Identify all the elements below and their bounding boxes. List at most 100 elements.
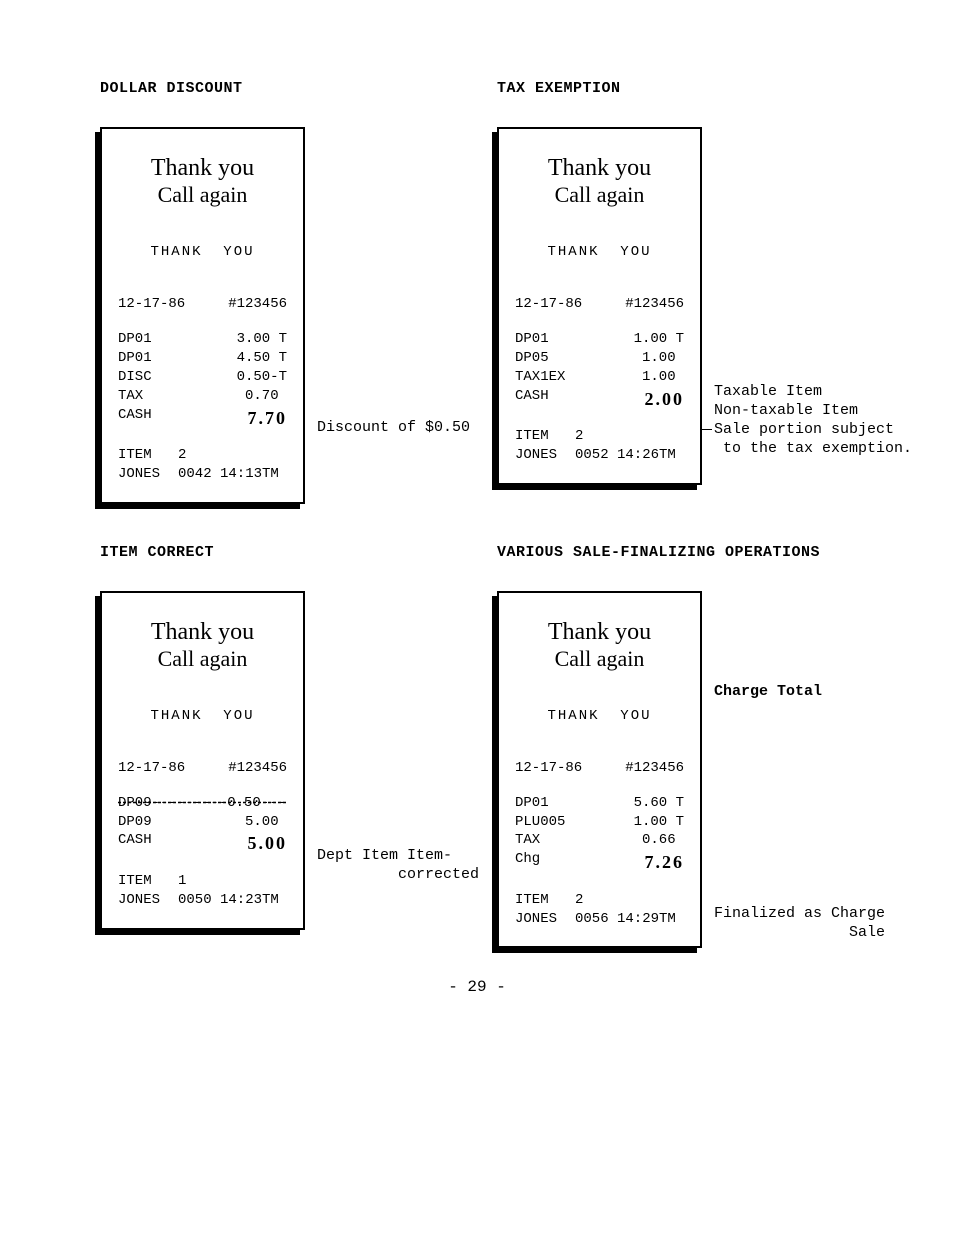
line-item-value: 0.50-T — [237, 368, 287, 387]
line-item-value: 5.00 — [248, 831, 288, 855]
receipt-footer: ITEM 2 JONES 0042 14:13TM — [118, 446, 287, 484]
line-item: TAX 0.70 — [118, 387, 287, 406]
line-item: DP095.00 — [118, 813, 287, 832]
line-item-label: CASH — [118, 831, 152, 855]
line-item-value: 7.70 — [248, 406, 288, 430]
footer-clerk-label: JONES — [515, 446, 575, 465]
annotation-line: to the tax exemption. — [714, 438, 912, 459]
line-item: TAX 0.66 — [515, 831, 684, 850]
receipt-date: 12-17-86 — [118, 296, 185, 312]
line-item: DISC 0.50-T — [118, 368, 287, 387]
annotation-line: Non-taxable Item — [714, 400, 858, 421]
line-item: Chg7.26 — [515, 850, 684, 874]
line-item-label: CASH — [515, 387, 549, 411]
cell-tax-exemption: TAX EXEMPTION Thank you Call again THANK… — [497, 80, 914, 504]
receipt-date: 12-17-86 — [118, 760, 185, 776]
footer-item-value: 2 — [575, 427, 583, 446]
annotation-line: Dept Item Item- — [317, 845, 452, 866]
line-item-label: DP09 — [118, 813, 152, 832]
receipt-wrap: Thank you Call again THANK YOU 12-17-86 … — [497, 127, 914, 485]
section-title-dollar-discount: DOLLAR DISCOUNT — [100, 80, 487, 97]
line-item-label: TAX1EX — [515, 368, 565, 387]
annotation-line: Taxable Item — [714, 381, 822, 402]
section-title-various-ops: VARIOUS SALE-FINALIZING OPERATIONS — [497, 544, 914, 561]
line-item-label: PLU005 — [515, 813, 565, 832]
thank-you-line: THANK YOU — [515, 708, 684, 724]
line-item-label: DP01 — [118, 330, 152, 349]
page-number: - 29 - — [100, 978, 854, 996]
receipt-dollar-discount: Thank you Call again THANK YOU 12-17-86 … — [100, 127, 305, 504]
line-item-value: 4.50 T — [237, 349, 287, 368]
line-item: CASH7.70 — [118, 406, 287, 430]
line-item: TAX1EX 1.00 — [515, 368, 684, 387]
annotation-line: Sale — [714, 922, 885, 943]
cell-item-correct: ITEM CORRECT Thank you Call again THANK … — [100, 544, 487, 949]
line-item: DP011.00 T — [515, 330, 684, 349]
annotation-line: corrected — [317, 864, 479, 885]
receipt-footer: ITEM 1 JONES 0050 14:23TM — [118, 872, 287, 910]
receipt-wrap: Thank you Call again THANK YOU 12-17-86 … — [100, 591, 487, 930]
thank-you-line: THANK YOU — [515, 244, 684, 260]
footer-clerk-label: JONES — [515, 910, 575, 929]
footer-clerk-value: 0052 14:26TM — [575, 446, 676, 465]
cell-dollar-discount: DOLLAR DISCOUNT Thank you Call again THA… — [100, 80, 487, 504]
receipt-wrap: Thank you Call again THANK YOU 12-17-86 … — [497, 591, 914, 949]
connector-tick-icon — [700, 429, 712, 430]
footer-clerk-value: 0042 14:13TM — [178, 465, 279, 484]
line-item-value: 5.60 T — [634, 794, 684, 813]
greet-line-2: Call again — [118, 646, 287, 672]
line-items: DP011.00 TDP051.00 TAX1EX1.00 CASH2.00 — [515, 330, 684, 411]
line-item-label: DISC — [118, 368, 152, 387]
annotation-charge-total: Charge Total — [714, 681, 822, 702]
line-item-label: TAX — [515, 831, 540, 850]
section-title-item-correct: ITEM CORRECT — [100, 544, 487, 561]
line-items: DP09---------0.50---DP095.00 CASH 5.00 — [118, 794, 287, 856]
receipt-id: #123456 — [625, 760, 684, 776]
date-id-row: 12-17-86 #123456 — [515, 760, 684, 776]
date-id-row: 12-17-86 #123456 — [118, 760, 287, 776]
receipt-footer: ITEM 2 JONES 0056 14:29TM — [515, 891, 684, 929]
line-item: DP014.50 T — [118, 349, 287, 368]
greet-line-2: Call again — [515, 182, 684, 208]
annotation-line: Sale portion subject — [714, 419, 894, 440]
line-item: DP01 5.60 T — [515, 794, 684, 813]
footer-clerk-value: 0050 14:23TM — [178, 891, 279, 910]
line-item-label: TAX — [118, 387, 143, 406]
footer-item-value: 1 — [178, 872, 186, 891]
line-item-value: 1.00 — [642, 368, 684, 387]
footer-clerk-value: 0056 14:29TM — [575, 910, 676, 929]
footer-item-value: 2 — [178, 446, 186, 465]
page: DOLLAR DISCOUNT Thank you Call again THA… — [0, 0, 954, 1239]
line-item-label: DP01 — [515, 794, 549, 813]
greet-line-1: Thank you — [515, 619, 684, 646]
footer-item-label: ITEM — [118, 446, 178, 465]
receipt-id: #123456 — [625, 296, 684, 312]
greet-line-2: Call again — [515, 646, 684, 672]
thank-you-line: THANK YOU — [118, 244, 287, 260]
footer-clerk-label: JONES — [118, 891, 178, 910]
line-item: CASH2.00 — [515, 387, 684, 411]
section-title-tax-exemption: TAX EXEMPTION — [497, 80, 914, 97]
footer-clerk-label: JONES — [118, 465, 178, 484]
receipt-footer: ITEM 2 JONES 0052 14:26TM — [515, 427, 684, 465]
receipt-id: #123456 — [228, 760, 287, 776]
line-item: CASH 5.00 — [118, 831, 287, 855]
date-id-row: 12-17-86 #123456 — [515, 296, 684, 312]
line-item-struck-raw: DP09---------0.50--- — [118, 794, 287, 813]
line-item-value: 0.70 — [245, 387, 287, 406]
line-item-value: 7.26 — [645, 850, 685, 874]
receipt-date: 12-17-86 — [515, 760, 582, 776]
greet-line-1: Thank you — [118, 155, 287, 182]
footer-item-label: ITEM — [515, 891, 575, 910]
line-item-value: 3.00 T — [237, 330, 287, 349]
line-item: DP01 3.00 T — [118, 330, 287, 349]
line-items: DP01 3.00 TDP014.50 TDISC 0.50-T TAX 0.70 CA… — [118, 330, 287, 430]
annotation-line: Discount of $0.50 — [317, 417, 470, 438]
receipt-date: 12-17-86 — [515, 296, 582, 312]
line-items: DP015.60 TPLU0051.00 TTAX0.66 Chg7.26 — [515, 794, 684, 875]
annotation-line: Finalized as Charge — [714, 903, 885, 924]
line-item-value: 0.66 — [642, 831, 684, 850]
line-item: DP09---------0.50--- — [118, 794, 287, 813]
greet-line-1: Thank you — [515, 155, 684, 182]
greet-line-2: Call again — [118, 182, 287, 208]
